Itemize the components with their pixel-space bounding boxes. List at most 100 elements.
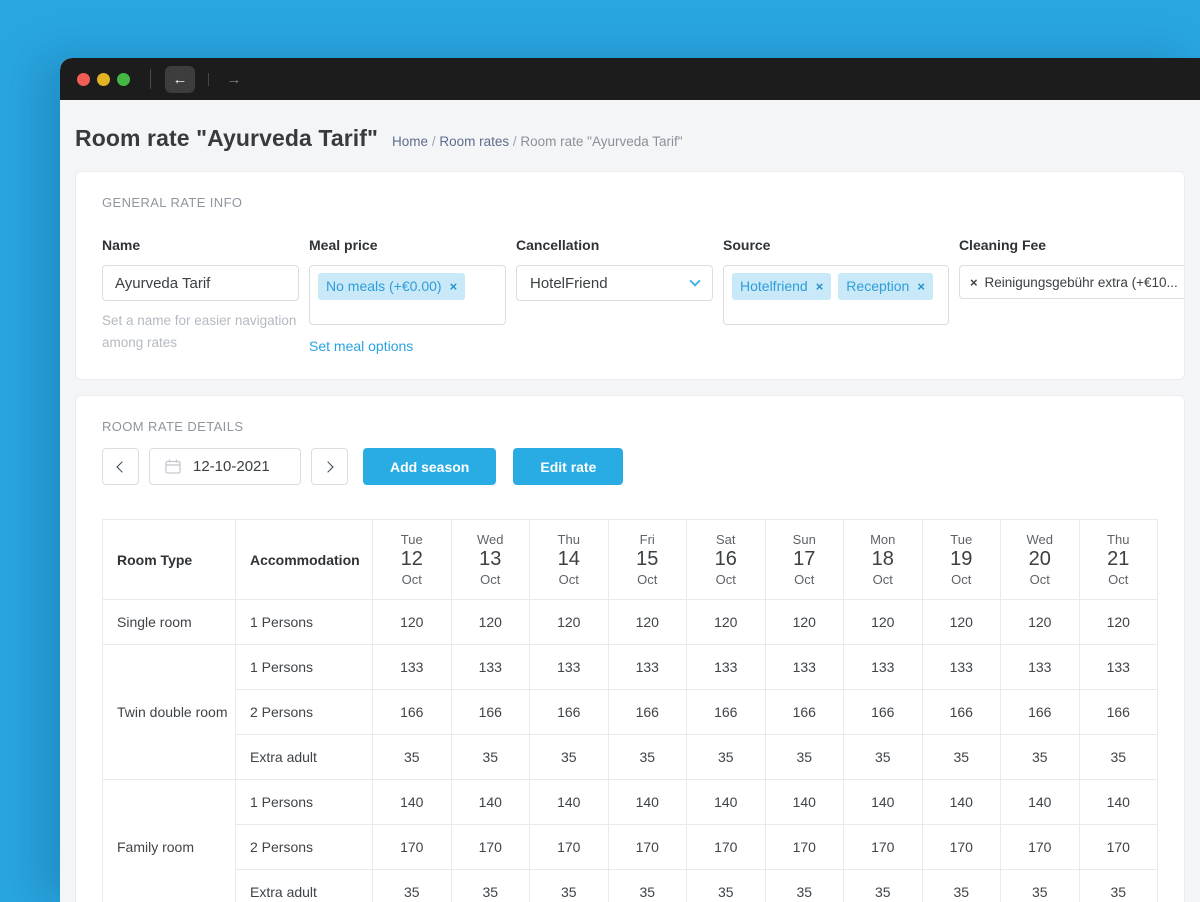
rate-value-cell: 170	[1078, 824, 1158, 870]
meal-price-tag[interactable]: No meals (+€0.00) ×	[318, 273, 466, 300]
edit-rate-button[interactable]: Edit rate	[513, 448, 624, 485]
room-rate-details-card: ROOM RATE DETAILS 12-10-2021 Add season …	[75, 395, 1185, 902]
date-column-header: Thu 21 Oct	[1078, 519, 1158, 600]
maximize-window-button[interactable]	[117, 72, 130, 86]
date-column-header: Wed 13 Oct	[450, 519, 530, 600]
source-tags[interactable]: Hotelfriend × Reception ×	[723, 265, 949, 325]
source-tag[interactable]: Reception ×	[838, 273, 933, 300]
date-number-label: 18	[871, 548, 894, 570]
rate-value-cell: 166	[843, 689, 923, 735]
date-number-label: 13	[479, 548, 502, 570]
rate-value-cell: 166	[529, 689, 609, 735]
room-type-header: Room Type	[102, 519, 236, 600]
breadcrumb-link[interactable]: Home	[392, 134, 429, 149]
rate-value-cell: 133	[529, 644, 609, 690]
date-column-header: Wed 20 Oct	[1000, 519, 1080, 600]
date-number-label: 20	[1028, 548, 1051, 570]
rate-value-cell: 35	[764, 869, 844, 902]
date-picker[interactable]: 12-10-2021	[149, 448, 301, 485]
rate-value-cell: 120	[764, 599, 844, 645]
rate-value-cell: 133	[843, 644, 923, 690]
date-month-label: Oct	[1029, 572, 1050, 587]
rate-value-cell: 35	[764, 734, 844, 780]
rate-value-cell: 140	[607, 779, 687, 825]
rate-value-cell: 170	[843, 824, 923, 870]
clear-selection-icon[interactable]: ×	[969, 274, 978, 290]
cancellation-field-group: Cancellation HotelFriend	[516, 237, 713, 356]
breadcrumb-separator: /	[428, 134, 440, 149]
meal-price-tags[interactable]: No meals (+€0.00) ×	[309, 265, 506, 325]
close-window-button[interactable]	[77, 72, 90, 86]
table-header-row: Room Type Accommodation Tue 12 Oct Wed 13 Oct Th…	[102, 519, 1158, 600]
previous-date-button[interactable]	[102, 448, 139, 485]
remove-tag-icon[interactable]: ×	[815, 278, 824, 294]
rate-value-cell: 140	[686, 779, 766, 825]
name-label: Name	[102, 237, 141, 253]
rate-value-cell: 35	[450, 734, 530, 780]
app-window: ← → Room rate "Ayurveda Tarif" Home / Ro…	[60, 58, 1200, 902]
rate-value-cell: 133	[607, 644, 687, 690]
titlebar-divider	[150, 69, 151, 89]
table-row: Extra adult 35 35 35 35 35 35 35 35 35 35	[103, 869, 1158, 902]
date-day-label: Mon	[870, 532, 896, 547]
next-date-button[interactable]	[311, 448, 348, 485]
rate-value-cell: 166	[1078, 689, 1158, 735]
rates-table: Room Type Accommodation Tue 12 Oct Wed 13 Oct Th…	[102, 519, 1158, 902]
rate-value-cell: 35	[921, 869, 1001, 902]
breadcrumb-current: Room rate "Ayurveda Tarif"	[520, 134, 683, 149]
date-number-label: 21	[1107, 548, 1130, 570]
calendar-icon	[165, 459, 181, 474]
set-meal-options-link[interactable]: Set meal options	[309, 338, 414, 354]
chevron-left-icon	[116, 460, 128, 473]
cancellation-select[interactable]: HotelFriend	[516, 265, 713, 301]
rate-value-cell: 35	[529, 869, 609, 902]
minimize-window-button[interactable]	[97, 72, 110, 86]
rate-value-cell: 133	[764, 644, 844, 690]
general-rate-info-card: GENERAL RATE INFO Name Set a name for ea…	[75, 171, 1185, 380]
room-type-cell: Family room	[102, 779, 236, 902]
cancellation-label: Cancellation	[516, 237, 600, 253]
name-field-group: Name Set a name for easier navigation am…	[102, 237, 299, 356]
date-number-label: 15	[636, 548, 659, 570]
date-month-label: Oct	[637, 572, 658, 587]
add-season-button[interactable]: Add season	[363, 448, 497, 485]
date-column-header: Thu 14 Oct	[529, 519, 609, 600]
accommodation-cell: 1 Persons	[235, 599, 373, 645]
rate-value-cell: 120	[921, 599, 1001, 645]
rate-value-cell: 140	[1000, 779, 1080, 825]
date-number-label: 19	[950, 548, 973, 570]
breadcrumb: Home / Room rates / Room rate "Ayurveda …	[392, 134, 683, 149]
rate-value-cell: 170	[764, 824, 844, 870]
remove-tag-icon[interactable]: ×	[449, 278, 458, 294]
accommodation-header: Accommodation	[235, 519, 373, 600]
breadcrumb-link[interactable]: Room rates	[439, 134, 510, 149]
cleaning-fee-label: Cleaning Fee	[958, 237, 1047, 253]
date-value: 12-10-2021	[193, 458, 270, 475]
source-tag[interactable]: Hotelfriend ×	[732, 273, 832, 300]
chevron-right-icon	[322, 460, 334, 473]
rate-value-cell: 170	[1000, 824, 1080, 870]
forward-button[interactable]: →	[222, 71, 246, 88]
cleaning-fee-select[interactable]: × Reinigungsgebühr extra (+€10...	[958, 265, 1184, 299]
rate-value-cell: 166	[372, 689, 452, 735]
back-button[interactable]: ←	[165, 65, 195, 93]
rate-value-cell: 133	[372, 644, 452, 690]
table-row: Twin double room 1 Persons 133 133 133 133 133…	[102, 644, 1158, 780]
date-column-header: Tue 12 Oct	[372, 519, 452, 600]
room-type-cell: Single room	[102, 599, 236, 645]
date-day-label: Thu	[557, 532, 580, 547]
table-row: 2 Persons 170 170 170 170 170 170 170 170 170 170	[103, 824, 1158, 870]
rate-value-cell: 35	[1000, 734, 1080, 780]
date-day-label: Sun	[792, 532, 816, 547]
date-column-header: Fri 15 Oct	[607, 519, 687, 600]
rate-value-cell: 35	[1000, 869, 1080, 902]
date-day-label: Wed	[1026, 532, 1054, 547]
name-input[interactable]	[102, 265, 299, 301]
page-title: Room rate "Ayurveda Tarif"	[75, 125, 379, 151]
rate-value-cell: 170	[372, 824, 452, 870]
rate-value-cell: 140	[529, 779, 609, 825]
remove-tag-icon[interactable]: ×	[917, 278, 925, 294]
rate-value-cell: 35	[686, 869, 766, 902]
rate-value-cell: 166	[764, 689, 844, 735]
accommodation-cell: Extra adult	[235, 869, 373, 902]
